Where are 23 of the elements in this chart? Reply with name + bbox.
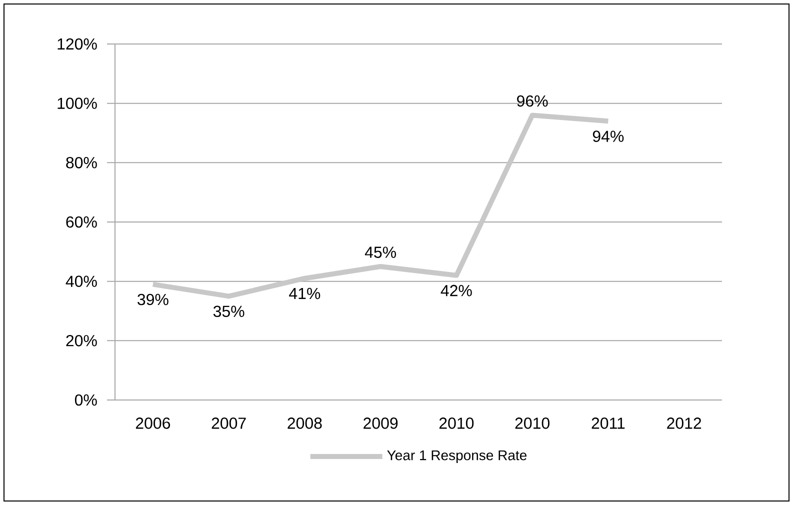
data-label: 35% [213, 306, 244, 318]
y-tick-label: 80% [66, 157, 97, 168]
text: Year 1 Response Rate [387, 450, 527, 464]
x-tick-label: 2007 [212, 418, 246, 429]
data-label: 45% [364, 246, 396, 258]
x-tick-label: 2009 [364, 418, 398, 429]
data-label: 96% [517, 95, 548, 107]
y-tick-label: 60% [66, 216, 97, 228]
data-label: 94% [592, 130, 624, 142]
x-tick-label: 2012 [667, 418, 702, 429]
x-tick-label: 2006 [136, 418, 170, 429]
data-label: 39% [138, 294, 168, 306]
y-tick-label: 40% [66, 276, 97, 287]
data-label: 41% [289, 288, 320, 300]
x-tick-label: 2010 [439, 418, 474, 429]
x-tick-label: 2011 [592, 418, 625, 429]
y-tick-label: 100% [58, 98, 97, 109]
y-tick-label: 120% [58, 38, 97, 50]
x-tick-label: 2010 [515, 418, 550, 429]
x-tick-label: 2008 [288, 418, 322, 429]
data-label: 42% [440, 284, 472, 296]
y-tick-label: 20% [66, 335, 97, 346]
y-tick-label: 0% [74, 394, 97, 406]
